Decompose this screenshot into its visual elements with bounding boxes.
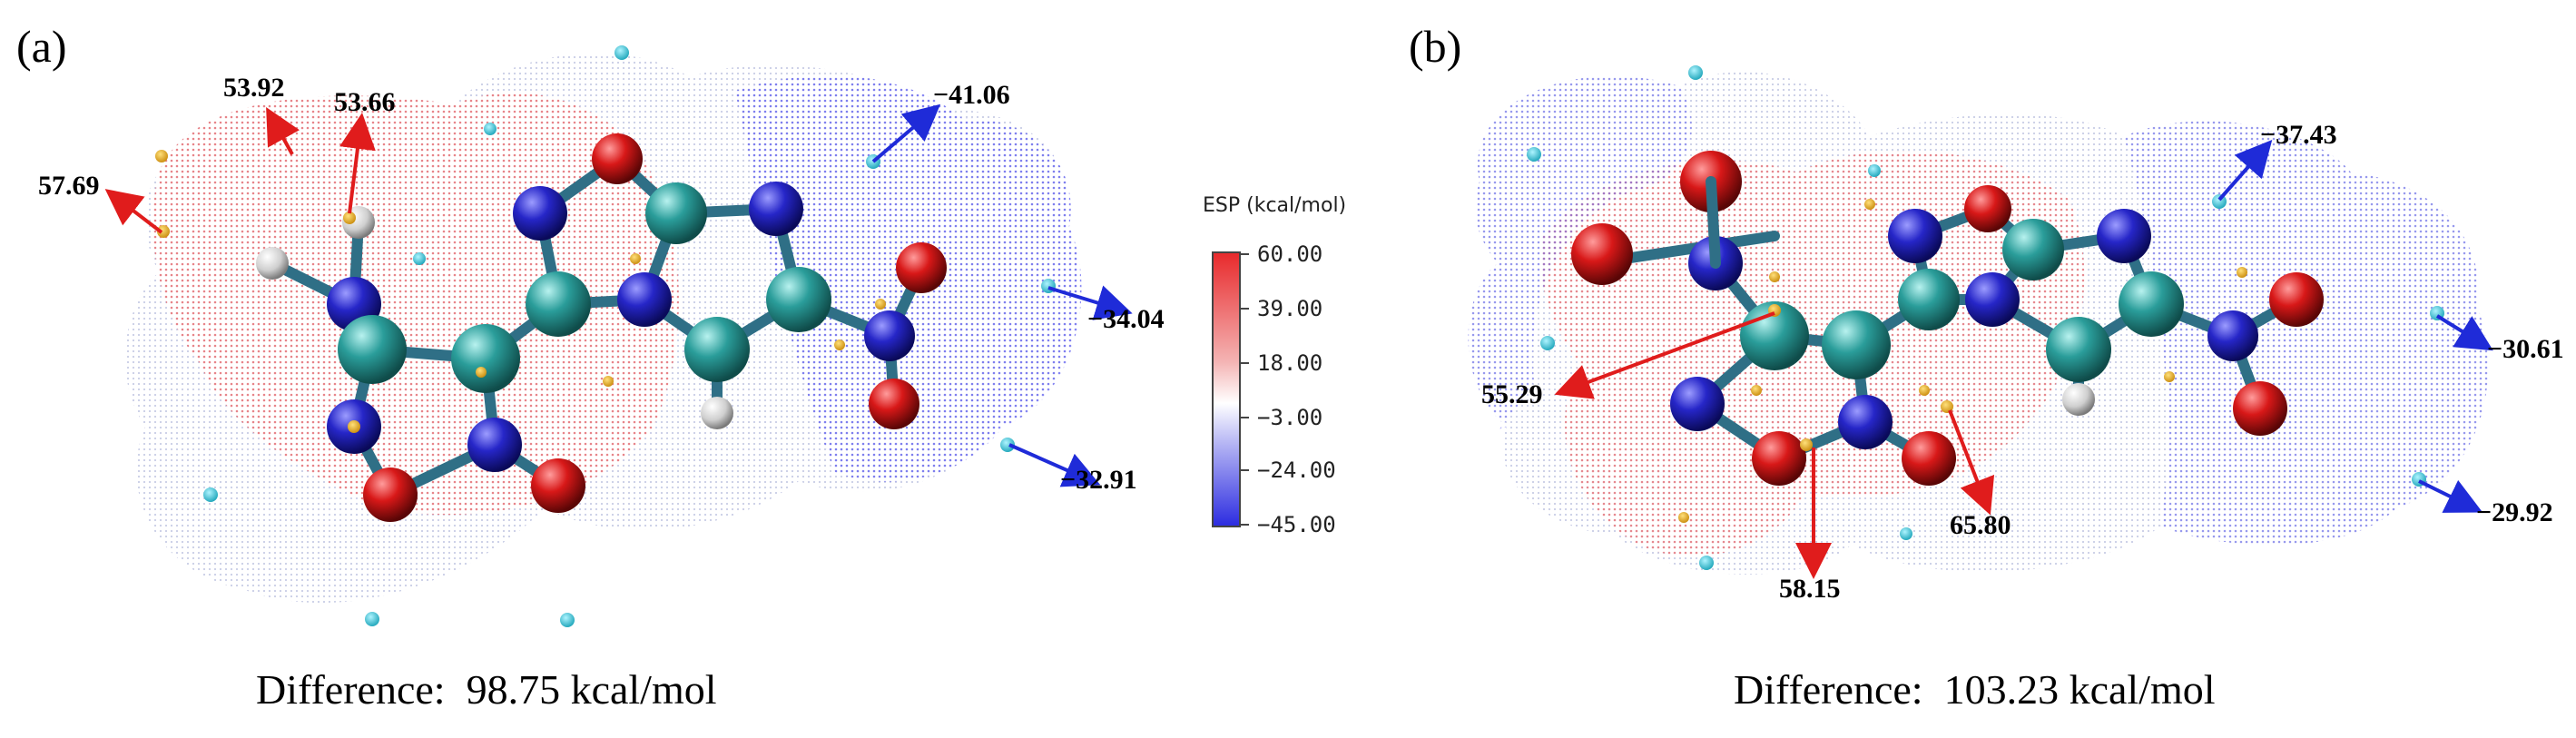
panel-a-caption: Difference: 98.75 kcal/mol [256, 666, 717, 713]
panel-b-arrows [1554, 140, 2493, 579]
max-point [1919, 385, 1930, 396]
min-point [1868, 164, 1881, 177]
panel-a-extrema-points [155, 45, 1056, 627]
max-value: 57.69 [38, 171, 100, 201]
min-point [1000, 438, 1015, 452]
arrow-max [1554, 311, 1775, 399]
panel-b-extrema-points [1527, 65, 2444, 570]
panel-b-molecule [1571, 151, 2324, 486]
panel-a-arrows [104, 103, 1133, 487]
max-point [1678, 512, 1689, 523]
max-value: 65.80 [1950, 510, 2011, 540]
min-point [1540, 336, 1555, 350]
panel-b-label: (b) [1409, 21, 1462, 72]
max-point [1769, 271, 1780, 282]
min-point [1688, 65, 1703, 80]
min-value: −41.06 [933, 80, 1010, 110]
max-point [157, 225, 170, 238]
min-point [203, 487, 218, 502]
min-point [1900, 527, 1912, 540]
arrow-min [2435, 314, 2493, 351]
colorbar-tick: −45.00 [1257, 512, 1336, 537]
panel-b-caption: Difference: 103.23 kcal/mol [1734, 666, 2216, 713]
colorbar-tick: 39.00 [1257, 296, 1323, 321]
arrow-min [871, 103, 941, 163]
max-point [1800, 438, 1813, 451]
min-value: −30.61 [2487, 334, 2564, 364]
colorbar-tick: 18.00 [1257, 350, 1323, 376]
panel-a-label: (a) [16, 21, 67, 72]
min-point [560, 613, 575, 627]
arrow-min [1047, 285, 1133, 320]
max-point [834, 339, 845, 350]
esp-colorbar [1212, 251, 1249, 527]
max-value: 53.92 [223, 73, 285, 103]
max-point [155, 150, 168, 162]
arrow-min [2418, 479, 2483, 513]
min-point [365, 612, 379, 626]
colorbar-title: ESP (kcal/mol) [1203, 194, 1347, 217]
max-point [875, 299, 886, 310]
arrow-max [266, 107, 300, 155]
panel-a-surface [124, 53, 1082, 604]
min-point [1527, 147, 1541, 162]
max-point [1751, 385, 1762, 396]
max-point [630, 253, 641, 264]
max-point [2237, 267, 2247, 278]
max-point [603, 376, 614, 387]
arrow-max [104, 189, 163, 234]
max-point [348, 420, 360, 433]
colorbar-tick: 60.00 [1257, 241, 1323, 267]
min-point [1699, 556, 1714, 570]
arrow-max [1948, 409, 1995, 516]
min-value: −32.91 [1060, 465, 1137, 495]
max-point [2164, 371, 2175, 382]
max-point [343, 212, 356, 224]
colorbar-tick: −3.00 [1257, 405, 1323, 430]
min-value: −29.92 [2476, 497, 2553, 527]
panel-a-molecule [256, 133, 947, 522]
max-point [1864, 199, 1875, 210]
max-value: 55.29 [1481, 379, 1543, 409]
max-point [1941, 400, 1953, 413]
min-point [484, 123, 497, 135]
arrow-min [2217, 140, 2273, 202]
min-point [615, 45, 629, 60]
min-point [413, 252, 426, 265]
min-value: −34.04 [1087, 304, 1165, 334]
arrow-min [1008, 443, 1101, 487]
colorbar-tick: −24.00 [1257, 458, 1336, 483]
max-value: 53.66 [334, 87, 396, 117]
arrow-max [339, 113, 376, 214]
max-value: 58.15 [1779, 574, 1841, 604]
max-point [476, 367, 487, 378]
min-value: −37.43 [2260, 120, 2337, 150]
